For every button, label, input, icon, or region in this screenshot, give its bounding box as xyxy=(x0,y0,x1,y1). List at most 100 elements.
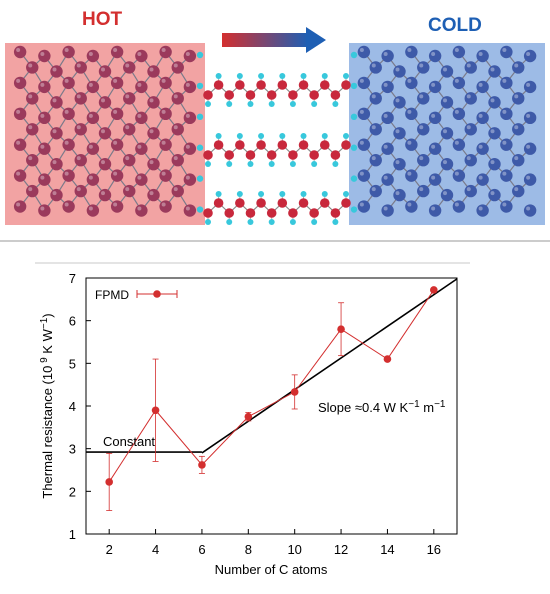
atom-highlight xyxy=(101,191,105,196)
y-axis-title-exp2: −1 xyxy=(39,317,50,329)
lattice-atom xyxy=(62,169,75,182)
hydrogen-atom xyxy=(300,73,307,79)
atom-highlight xyxy=(490,191,495,196)
atom-highlight xyxy=(64,202,69,207)
atom-highlight xyxy=(431,206,436,211)
atom-highlight xyxy=(407,109,412,114)
atom-highlight xyxy=(371,125,376,130)
lattice-atom xyxy=(393,96,406,109)
lattice-atom xyxy=(452,138,466,151)
lattice-atom xyxy=(381,142,394,155)
lattice-atom xyxy=(135,173,148,186)
atom-highlight xyxy=(88,206,93,211)
atom-highlight xyxy=(514,156,519,161)
atom-highlight xyxy=(478,144,483,149)
lattice-atom xyxy=(13,200,27,213)
carbon-atom xyxy=(235,198,245,208)
atom-highlight xyxy=(466,94,471,99)
atom-highlight xyxy=(443,129,447,134)
y-tick-label: 2 xyxy=(69,484,76,499)
lattice-atom xyxy=(476,173,489,186)
hydrogen-atom xyxy=(350,51,358,59)
atom-highlight xyxy=(383,113,388,118)
hydrogen-atom xyxy=(321,133,328,139)
lattice-atom xyxy=(147,127,160,140)
x-tick-label: 16 xyxy=(427,542,441,557)
lattice-atom xyxy=(183,142,197,155)
hydrogen-atom xyxy=(215,73,222,79)
atom-highlight xyxy=(359,109,364,114)
carbon-atom xyxy=(203,208,213,218)
lattice-atom xyxy=(147,157,160,171)
atom-highlight xyxy=(113,48,118,52)
slope-exp-1: −1 xyxy=(408,399,420,410)
lattice-atom xyxy=(135,204,148,217)
atom-highlight xyxy=(514,63,519,68)
data-point xyxy=(290,388,299,396)
hydrogen-atom xyxy=(332,101,339,107)
atom-highlight xyxy=(383,206,388,211)
y-axis-title-main: Thermal resistance (10 xyxy=(40,366,55,499)
lattice-atom xyxy=(98,157,112,171)
lattice-atom xyxy=(500,200,513,213)
carbon-atom xyxy=(256,140,266,150)
lattice-atom xyxy=(159,45,172,59)
lattice-atom xyxy=(38,173,51,186)
atom-highlight xyxy=(16,109,21,114)
lattice-atom xyxy=(171,153,184,167)
hydrogen-atom xyxy=(289,101,296,107)
hydrogen-atom xyxy=(247,219,254,225)
atom-highlight xyxy=(454,109,459,114)
atom-highlight xyxy=(149,98,154,103)
lattice-atom xyxy=(123,61,136,74)
atom-highlight xyxy=(359,202,364,207)
carbon-atom xyxy=(235,80,245,90)
hydrogen-atom xyxy=(350,175,358,182)
lattice-atom xyxy=(405,138,418,151)
lattice-atom xyxy=(74,153,87,167)
lattice-atom xyxy=(381,111,394,125)
data-point xyxy=(383,355,392,363)
lattice-atom xyxy=(50,127,63,140)
lattice-atom xyxy=(417,153,430,167)
atom-highlight xyxy=(395,160,400,165)
atom-highlight xyxy=(359,140,364,145)
atom-highlight xyxy=(88,113,93,118)
lattice-atom xyxy=(13,107,27,121)
atom-highlight xyxy=(125,156,130,161)
hydrogen-atom xyxy=(205,161,211,167)
atom-highlight xyxy=(88,52,93,56)
atom-highlight xyxy=(161,48,166,52)
lattice-atom xyxy=(417,184,430,198)
atom-highlight xyxy=(137,113,142,118)
x-tick-label: 4 xyxy=(152,542,159,557)
x-tick-label: 10 xyxy=(287,542,301,557)
hydrogen-atom xyxy=(350,82,358,90)
atom-highlight xyxy=(431,144,436,149)
y-tick-label: 4 xyxy=(69,399,76,414)
lattice-atom xyxy=(183,80,197,94)
lattice-atom xyxy=(512,92,525,105)
lattice-atom xyxy=(171,61,184,74)
atom-highlight xyxy=(113,171,118,176)
lattice-atom xyxy=(428,80,442,94)
lattice-atom xyxy=(26,153,39,167)
cold-lattice xyxy=(350,45,537,217)
legend-marker xyxy=(153,290,161,298)
lattice-atom xyxy=(488,127,501,140)
data-point xyxy=(105,478,113,486)
x-axis-title: Number of C atoms xyxy=(215,562,328,577)
lattice-atom xyxy=(357,169,371,182)
y-axis-title-close: ) xyxy=(40,313,55,317)
lattice-atom xyxy=(159,107,172,121)
hydrogen-atom xyxy=(236,191,243,197)
atom-highlight xyxy=(371,156,376,161)
lattice-atom xyxy=(171,92,184,105)
atom-highlight xyxy=(478,206,483,211)
atom-highlight xyxy=(28,125,33,130)
atom-highlight xyxy=(125,187,130,192)
lattice-atom xyxy=(523,49,537,63)
atom-highlight xyxy=(395,67,400,72)
atom-highlight xyxy=(149,191,154,196)
